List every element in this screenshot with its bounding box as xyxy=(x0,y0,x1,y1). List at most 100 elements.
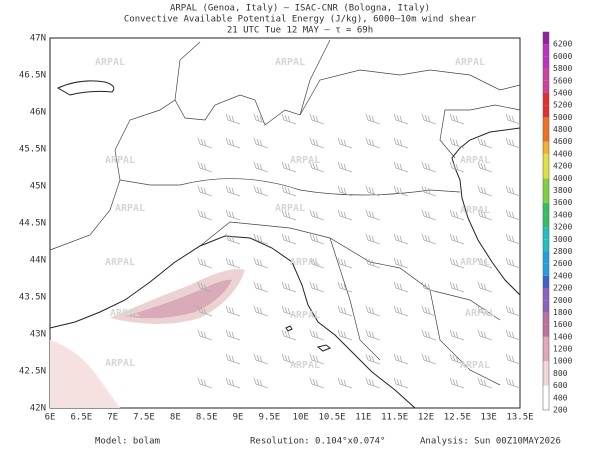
lat-label: 42N xyxy=(30,404,46,414)
wind-barb xyxy=(337,257,353,269)
wind-barb xyxy=(337,137,353,149)
colorbar-swatch xyxy=(543,385,549,398)
colorbar-swatch xyxy=(543,397,549,410)
wind-barb xyxy=(365,353,381,365)
lon-label: 6E xyxy=(45,413,56,423)
border xyxy=(49,69,521,251)
wind-barb xyxy=(337,281,353,293)
wind-barb xyxy=(477,305,493,317)
lon-label: 13E xyxy=(481,413,497,423)
wind-barb xyxy=(309,233,325,245)
lat-label: 45N xyxy=(30,182,46,192)
colorbar-label: 5400 xyxy=(553,88,572,97)
lat-label: 45.5N xyxy=(19,145,46,155)
wind-barb xyxy=(253,353,269,365)
colorbar-label: 2600 xyxy=(553,259,572,268)
colorbar-label: 1600 xyxy=(553,320,572,329)
colorbar-swatch xyxy=(543,190,549,203)
colorbar-label: 1400 xyxy=(553,332,572,341)
colorbar-label: 2200 xyxy=(553,284,572,293)
wind-barb xyxy=(477,185,493,197)
wind-barb xyxy=(337,185,353,197)
wind-barb xyxy=(393,281,409,293)
wind-barb xyxy=(393,377,409,389)
colorbar-swatch xyxy=(543,153,549,167)
colorbar-swatch xyxy=(543,105,549,118)
wind-barb xyxy=(337,161,353,173)
wind-barb xyxy=(309,329,325,341)
colorbar-swatch xyxy=(543,129,549,142)
wind-barb xyxy=(197,161,213,173)
wind-barb xyxy=(477,257,493,269)
wind-barb xyxy=(393,305,409,317)
lon-label: 10E xyxy=(293,413,309,423)
wind-barb xyxy=(393,233,409,245)
wind-barb xyxy=(281,329,297,341)
watermark: ARPAL xyxy=(290,155,320,166)
wind-barb xyxy=(337,305,353,317)
wind-barb xyxy=(477,281,493,293)
colorbar-swatch xyxy=(543,263,549,276)
wind-barb xyxy=(505,353,521,365)
watermark: ARPAL xyxy=(460,360,490,371)
colorbar-label: 800 xyxy=(553,369,568,378)
wind-barb xyxy=(337,329,353,341)
watermark: ARPAL xyxy=(460,257,490,268)
lon-label: 11.5E xyxy=(381,413,408,423)
colorbar-swatch xyxy=(543,288,549,301)
wind-barb xyxy=(281,161,297,173)
colorbar-swatch xyxy=(543,239,549,252)
watermark: ARPAL xyxy=(275,203,305,214)
map-frame xyxy=(49,37,521,409)
wind-barb xyxy=(309,281,325,293)
wind-barb xyxy=(365,305,381,317)
footer: Model: bolam Resolution: 0.104°x0.074° A… xyxy=(95,437,561,447)
wind-barb xyxy=(505,377,521,389)
colorbar-swatch xyxy=(543,324,549,337)
wind-barb xyxy=(505,137,521,149)
wind-barb xyxy=(365,209,381,221)
wind-barb xyxy=(505,257,521,269)
colorbar-swatch xyxy=(543,373,549,386)
wind-barb xyxy=(253,305,269,317)
wind-barb xyxy=(253,137,269,149)
wind-barb xyxy=(253,113,269,125)
colorbar-label: 600 xyxy=(553,381,568,390)
lon-label: 7.5E xyxy=(133,413,155,423)
wind-barb xyxy=(225,209,241,221)
colorbar-label: 3600 xyxy=(553,198,572,207)
wind-barb xyxy=(477,209,493,221)
wind-barb xyxy=(505,329,521,341)
wind-barb xyxy=(309,377,325,389)
colorbar-swatch xyxy=(543,92,549,106)
map: ARPAL ARPAL ARPAL ARPAL ARPAL ARPAL ARPAL ARPAL… xyxy=(19,34,534,423)
wind-barbs xyxy=(197,113,521,389)
wind-barb xyxy=(449,209,465,221)
wind-barb xyxy=(449,137,465,149)
colorbar-frame xyxy=(542,31,550,411)
colorbar-swatch xyxy=(543,68,549,81)
wind-barb xyxy=(365,257,381,269)
wind-barb xyxy=(449,113,465,125)
footer-model: Model: bolam xyxy=(95,437,160,447)
wind-barb xyxy=(197,185,213,197)
coastlines xyxy=(49,80,521,409)
wind-barb xyxy=(309,161,325,173)
watermark: ARPAL xyxy=(275,57,305,68)
colorbar-swatch xyxy=(543,227,549,240)
wind-barb xyxy=(421,161,437,173)
wind-barb xyxy=(421,305,437,317)
wind-barb xyxy=(197,137,213,149)
wind-barb xyxy=(505,305,521,317)
colorbar-label: 5000 xyxy=(553,113,572,122)
colorbar-swatch xyxy=(543,141,549,154)
colorbar-label: 5200 xyxy=(553,101,572,110)
wind-barb xyxy=(225,113,241,125)
wind-barb xyxy=(253,185,269,197)
wind-barb xyxy=(393,137,409,149)
lon-label: 8.5E xyxy=(196,413,218,423)
colorbar-label: 5600 xyxy=(553,76,572,85)
wind-barb xyxy=(449,281,465,293)
border xyxy=(174,39,521,159)
wind-barb xyxy=(477,329,493,341)
